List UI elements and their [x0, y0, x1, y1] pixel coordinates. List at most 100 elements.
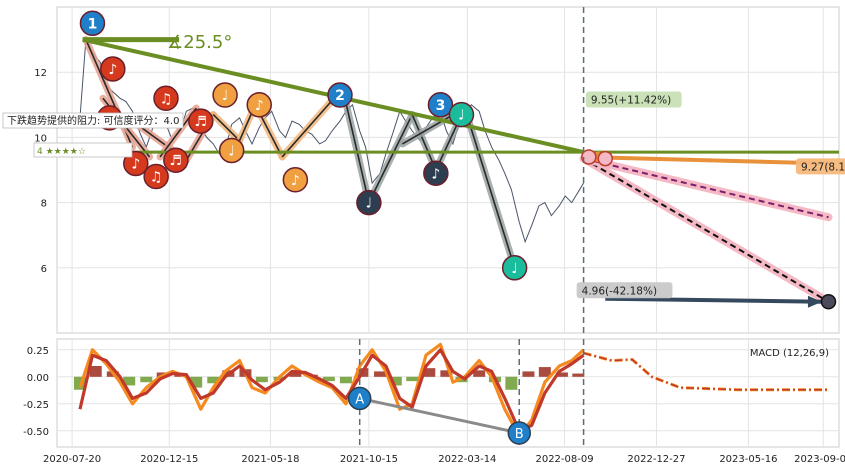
pattern-marker	[327, 82, 353, 108]
pattern-marker-label: ♩	[228, 143, 235, 159]
resistance-annotation-box	[2, 112, 184, 129]
macd-histogram-bar	[473, 370, 486, 377]
forecast-line	[583, 157, 829, 219]
pattern-marker	[423, 160, 449, 187]
pattern-marker	[143, 163, 169, 190]
zigzag-segment	[341, 88, 370, 203]
macd-histogram-bar	[389, 376, 402, 386]
macd-panel-frame	[56, 338, 840, 448]
pattern-marker-label: ♬	[170, 153, 183, 169]
pattern-marker-label: ♪	[255, 98, 264, 114]
macd-y-tick-label: -0.25	[23, 400, 49, 411]
pattern-marker-label: ♫	[160, 91, 173, 107]
projection-label: 9.27(8.16%)	[801, 161, 845, 173]
text-layer: 6 8 10 12 0.25 0.00 -0.25 -0.50 2020-07-20 2020-1…	[2, 32, 845, 465]
macd-y-tick-label: 0.00	[27, 373, 49, 384]
pattern-marker	[79, 10, 106, 37]
pattern-marker	[218, 137, 245, 164]
macd-histogram-bar	[140, 376, 153, 383]
macd-histogram-bar	[207, 376, 220, 384]
rating-stars: 4 ★★★★☆	[37, 147, 86, 157]
pattern-marker-label: ♪	[431, 166, 440, 182]
macd-histogram-bar	[339, 376, 352, 384]
zigzag-segment	[463, 107, 516, 269]
x-tick-label: 2022-12-27	[627, 454, 685, 465]
pattern-marker	[282, 167, 309, 193]
pattern-marker-label: 2	[335, 88, 345, 104]
divergence-point	[347, 386, 372, 411]
macd-histogram-bar	[423, 368, 436, 377]
rating-stars-box	[33, 142, 133, 158]
pattern-marker-label: 1	[88, 16, 98, 32]
divergence-point-label: B	[515, 427, 524, 442]
macd-title: MACD (12,26,9)	[750, 348, 829, 359]
projection-label: 4.96(-42.18%)	[582, 285, 657, 297]
forecast-origin-dot	[597, 150, 614, 167]
macd-histogram-bar	[374, 371, 387, 377]
pattern-marker	[163, 147, 189, 173]
forecast-arrowhead	[807, 295, 822, 308]
pattern-marker-label: ♩	[222, 88, 229, 104]
pattern-marker	[246, 92, 272, 118]
pattern-marker	[427, 92, 454, 118]
forecast-origin-dot	[581, 149, 597, 165]
zigzag-segment	[411, 114, 437, 171]
pattern-marker-label: ♪	[291, 173, 300, 189]
forecast-line	[583, 157, 829, 303]
divergence-point-label: A	[355, 392, 364, 407]
zigzag-segment	[212, 114, 241, 142]
macd-histogram-bar	[289, 371, 302, 377]
x-tick-label: 2020-07-20	[43, 454, 101, 465]
pattern-marker	[153, 85, 179, 112]
price-y-tick-label: 10	[34, 133, 47, 144]
pattern-marker	[188, 108, 214, 134]
macd-histogram-bar	[89, 366, 102, 377]
x-tick-label: 2022-03-14	[438, 454, 496, 465]
macd-histogram-bar	[255, 376, 268, 383]
pattern-marker-label: ♪	[108, 62, 117, 78]
x-tick-label: 2023-09-07	[794, 454, 845, 465]
pattern-marker	[212, 82, 238, 108]
pattern-marker-label: ♫	[150, 170, 163, 186]
pattern-marker-label: ♩	[366, 196, 373, 212]
projection-label-box	[576, 282, 673, 299]
forecast-arrow-line	[605, 296, 822, 304]
divergence-line	[359, 396, 520, 435]
zigzag-segment	[368, 114, 413, 203]
price-y-tick-label: 8	[41, 199, 47, 210]
projection-label-box	[585, 91, 682, 108]
macd-histogram-bar	[505, 376, 518, 390]
macd-histogram-bar	[406, 376, 419, 382]
pattern-marker	[448, 101, 475, 128]
pattern-marker-label: 3	[436, 98, 446, 114]
forecast-target-dot	[820, 293, 837, 310]
forecast-orange-line	[583, 154, 829, 166]
macd-histogram-bar	[440, 370, 453, 377]
macd-histogram-bar	[555, 372, 568, 377]
x-tick-label: 2021-10-15	[340, 454, 398, 465]
projection-label-box	[795, 158, 845, 175]
x-tick-label: 2022-08-09	[535, 454, 593, 465]
macd-forecast-red	[583, 352, 829, 391]
x-tick-label: 2021-05-18	[241, 454, 299, 465]
x-tick-label: 2023-05-16	[719, 454, 777, 465]
macd-histogram-bar	[572, 373, 585, 377]
price-y-tick-label: 12	[34, 68, 47, 79]
macd-histogram-bar	[190, 376, 203, 388]
pattern-marker-label: ♬	[195, 114, 208, 130]
divergence-point	[507, 421, 531, 445]
pattern-marker	[123, 150, 149, 177]
price-y-tick-label: 6	[41, 264, 47, 275]
pattern-marker-label: ♩	[458, 108, 465, 124]
pattern-marker-label: ♪	[131, 156, 140, 172]
macd-series-line	[78, 348, 585, 433]
macd-y-tick-label: 0.25	[27, 346, 49, 357]
projection-label: 9.55(+11.42%)	[591, 95, 671, 107]
macd-histogram-bar	[522, 371, 535, 377]
pattern-marker	[100, 56, 126, 82]
macd-histogram-bar	[123, 376, 136, 386]
pattern-marker	[501, 255, 528, 281]
macd-histogram-bar	[538, 367, 551, 377]
